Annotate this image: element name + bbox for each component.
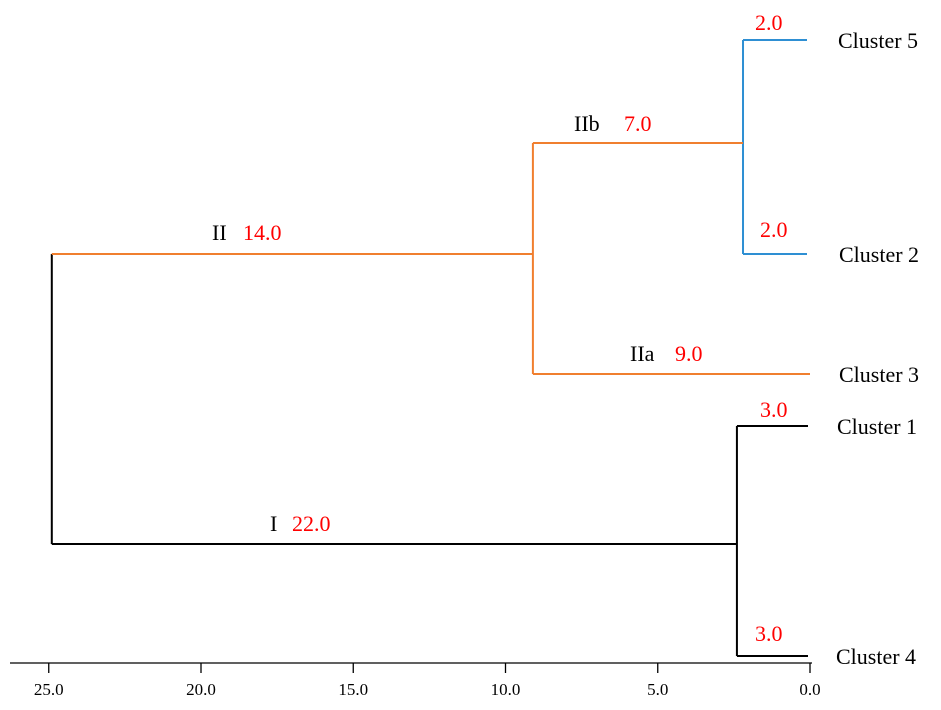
branch-labels: II 14.0 IIb 7.0 IIa 9.0 2.0 2.0 I 22.0 3.0 3.0 — [212, 10, 788, 646]
axis-tick-label: 25.0 — [34, 680, 64, 699]
axis-tick-label: 15.0 — [338, 680, 368, 699]
branch-value-II: 14.0 — [243, 220, 282, 245]
distance-axis: 25.0 20.0 15.0 10.0 5.0 0.0 — [10, 662, 821, 699]
branch-value-IIb: 7.0 — [624, 111, 652, 136]
leaf-label-c4: Cluster 4 — [836, 644, 916, 669]
axis-tick-label: 0.0 — [799, 680, 820, 699]
leaf-label-c2: Cluster 2 — [839, 242, 919, 267]
branch-value-I: 22.0 — [292, 511, 331, 536]
leaf-label-c1: Cluster 1 — [837, 414, 917, 439]
branch-name-IIb: IIb — [574, 111, 600, 136]
axis-tick-label: 20.0 — [186, 680, 216, 699]
branch-name-II: II — [212, 220, 227, 245]
branch-value-IIa: 9.0 — [675, 341, 703, 366]
leaf-labels: Cluster 5 Cluster 2 Cluster 3 Cluster 1 Clus… — [836, 28, 919, 669]
axis-tick-label: 10.0 — [491, 680, 521, 699]
branch-value-c2: 2.0 — [760, 217, 788, 242]
dendrogram-links — [50, 39, 810, 657]
branch-value-c4: 3.0 — [755, 621, 783, 646]
branch-value-c5: 2.0 — [755, 10, 783, 35]
leaf-label-c3: Cluster 3 — [839, 362, 919, 387]
branch-value-c1: 3.0 — [760, 397, 788, 422]
branch-name-I: I — [270, 511, 277, 536]
leaf-label-c5: Cluster 5 — [838, 28, 918, 53]
axis-tick-label: 5.0 — [647, 680, 668, 699]
branch-name-IIa: IIa — [630, 341, 655, 366]
